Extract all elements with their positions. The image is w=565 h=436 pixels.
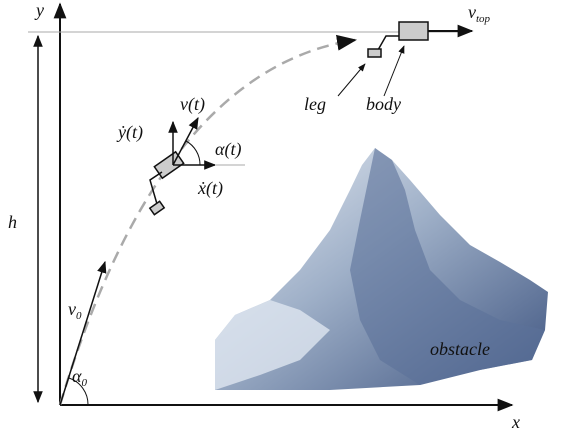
vtop-label: vtop [468, 2, 491, 25]
trajectory [58, 34, 357, 406]
v0-arrow [59, 260, 107, 406]
body-label: body [366, 94, 401, 114]
height-label: h [8, 212, 17, 232]
leg-label: leg [304, 94, 326, 114]
ydot-label: ẏ(t) [116, 122, 143, 143]
xdot-label: ẋ(t) [197, 178, 223, 199]
y-axis-label: y [34, 0, 44, 20]
alpha0-label: α0 [72, 366, 87, 389]
alpha0-arc [68, 377, 89, 406]
obstacle-label: obstacle [430, 339, 490, 359]
alphat-label: α(t) [215, 139, 241, 160]
robot-top [337, 21, 474, 97]
v0-label: v0 [68, 299, 82, 322]
obstacle-image [215, 148, 548, 390]
robot-mid [148, 116, 245, 216]
x-axis-label: x [511, 412, 520, 432]
vt-label: v(t) [180, 94, 205, 115]
